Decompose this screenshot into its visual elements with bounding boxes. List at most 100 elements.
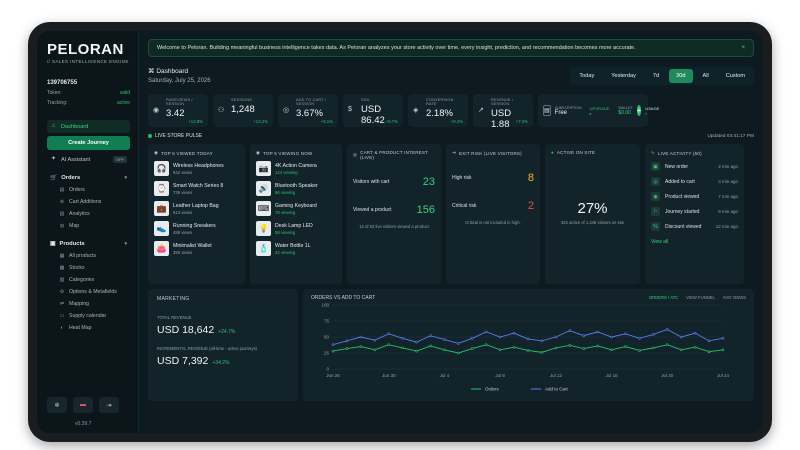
data-point xyxy=(582,347,586,350)
data-point xyxy=(624,332,627,336)
kpi-card[interactable]: ↗ REVENUE / SESSION USD 1.88 +7.2% xyxy=(473,94,533,130)
kpi-card[interactable]: ◉ PAGEVIEWS / SESSION 3.42 +13.8% xyxy=(148,94,208,127)
logout-button[interactable]: ⇥ xyxy=(99,397,119,413)
sidebar-item-all-products[interactable]: ▦ All products xyxy=(47,250,130,262)
product-meta: 78 viewing xyxy=(275,209,296,215)
sidebar-section-orders[interactable]: 🛒 Orders ▾ xyxy=(47,172,130,184)
card-note: 342 active of 1,248 visitors on site xyxy=(560,220,625,225)
plan-value: Free xyxy=(554,109,568,116)
kpi-value: 3.67% xyxy=(296,108,323,119)
add-funds-button[interactable]: + xyxy=(636,105,642,116)
sidebar-item-ai-assistant[interactable]: ✦ AI Assistant OFF xyxy=(47,153,130,166)
sidebar-item-mapping[interactable]: ⇄ Mapping xyxy=(47,298,130,310)
sidebar-item-dashboard[interactable]: ⌂ Dashboard xyxy=(47,120,130,133)
data-point xyxy=(596,344,599,348)
date-range-selector: Today Yesterday 7d 30d All Custom xyxy=(570,67,754,85)
list-item[interactable]: 📷 4K Action Camera 124 viewing xyxy=(256,161,336,176)
sidebar-item-heat-map[interactable]: ◐ Heat Map xyxy=(47,322,130,334)
sidebar-item-analytics[interactable]: ▥ Analytics xyxy=(47,208,130,220)
wallet-label: WALLET xyxy=(618,105,633,110)
activity-item[interactable]: ⚐ Journey started 9 min ago xyxy=(651,207,738,216)
data-point xyxy=(638,349,641,352)
data-point xyxy=(721,348,725,352)
range-yesterday[interactable]: Yesterday xyxy=(611,73,636,79)
sidebar-item-label: Categories xyxy=(69,277,95,283)
list-item[interactable]: ⌚ Smart Watch Series 8 736 views xyxy=(154,181,239,196)
pulse-icon: ∿ xyxy=(651,150,655,155)
tab-view-funnel[interactable]: VIEW FUNNEL xyxy=(686,295,715,300)
critical-risk: Critical risk 2 xyxy=(452,200,534,212)
tracking-status: Tracking: active xyxy=(47,100,130,106)
sidebar-item-options[interactable]: ⚙ Options & Metafields xyxy=(47,286,130,298)
wallet-value: $0.00 xyxy=(618,109,631,116)
list-item[interactable]: 🔊 Bluetooth Speaker 96 viewing xyxy=(256,181,336,196)
data-point xyxy=(387,343,391,346)
kpi-delta: +13.4% xyxy=(253,119,268,124)
activity-time: 3 min ago xyxy=(718,179,738,184)
data-point xyxy=(568,344,572,347)
token-label: Token: xyxy=(47,90,62,96)
app-screen: PELORAN // SALES INTELLIGENCE ENGINE 139… xyxy=(37,31,763,433)
card-title: ⇥ EXIT RISK (LIVE VISITORS) xyxy=(452,150,522,156)
sidebar-item-orders[interactable]: ▤ Orders xyxy=(47,184,130,196)
data-point xyxy=(582,334,586,338)
range-today[interactable]: Today xyxy=(579,73,595,79)
metric-value: 8 xyxy=(527,172,534,184)
sidebar-item-categories[interactable]: ▨ Categories xyxy=(47,274,130,286)
metric-label: Critical risk xyxy=(452,203,477,209)
map-pin-icon: ◍ xyxy=(59,223,65,229)
sidebar-section-products[interactable]: ▣ Products ▾ xyxy=(47,238,130,250)
kpi-card[interactable]: ◈ CONVERSION RATE 2.18% +9.2% xyxy=(408,94,468,127)
ai-toggle[interactable]: OFF xyxy=(113,156,127,163)
activity-item[interactable]: ▣ New order 2 min ago xyxy=(651,162,738,171)
product-meta: 58 viewing xyxy=(275,229,296,235)
range-all[interactable]: All xyxy=(702,73,709,79)
sidebar-item-stocks[interactable]: ▩ Stocks xyxy=(47,262,130,274)
legend-label: Add to Cart xyxy=(545,387,569,392)
data-point xyxy=(693,345,697,349)
list-item[interactable]: ⌨ Gaming Keyboard 78 viewing xyxy=(256,201,336,216)
list-item[interactable]: 🎧 Wireless Headphones 842 views xyxy=(154,161,239,176)
product-thumbnail: ⌨ xyxy=(256,201,271,216)
cart-icon: ◎ xyxy=(283,107,290,114)
data-point xyxy=(498,348,502,352)
usage-link[interactable]: USAGE › xyxy=(645,105,660,116)
list-item[interactable]: 💼 Leather Laptop Bag 613 views xyxy=(154,201,239,216)
create-journey-button[interactable]: Create Journey xyxy=(47,136,130,150)
sidebar-footer: ✲ ▬ ⇥ xyxy=(47,397,119,413)
list-item[interactable]: 👛 Minimalist Wallet 395 views xyxy=(154,241,239,256)
activity-item[interactable]: % Discount viewed 12 min ago xyxy=(651,222,738,231)
kpi-value: 1,248 xyxy=(231,104,255,115)
data-point xyxy=(470,347,474,350)
brand-logo[interactable]: PELORAN xyxy=(47,41,124,58)
x-tick-label: Jul 4 xyxy=(440,373,450,378)
list-item[interactable]: 🧴 Water Bottle 1L 42 viewing xyxy=(256,241,336,256)
product-meta: 96 viewing xyxy=(275,189,296,195)
y-tick-label: 50 xyxy=(324,335,330,340)
card-note: Critical is not included in high. xyxy=(465,220,521,225)
kpi-card[interactable]: ◎ ADD TO CART / SESSION 3.67% +6.1% xyxy=(278,94,338,127)
list-item[interactable]: 💡 Desk Lamp LED 58 viewing xyxy=(256,221,336,236)
activity-item[interactable]: ◎ Added to cart 3 min ago xyxy=(651,177,738,186)
range-7d[interactable]: 7d xyxy=(652,73,660,79)
settings-button[interactable]: ✲ xyxy=(47,397,67,413)
data-point xyxy=(373,338,377,342)
data-point xyxy=(331,349,335,353)
tab-avg-views[interactable]: AVG VIEWS xyxy=(722,295,746,300)
range-30d[interactable]: 30d xyxy=(669,69,693,83)
tab-orders-atc[interactable]: ORDERS / ATC xyxy=(648,295,679,300)
list-item[interactable]: 👟 Running Sneakers 488 views xyxy=(154,221,239,236)
sidebar-item-supply-calendar[interactable]: ▭ Supply calendar xyxy=(47,310,130,322)
upgrade-link[interactable]: UPGRADE ▸ xyxy=(589,105,610,116)
kpi-label: REVENUE / SESSION xyxy=(491,98,514,106)
sidebar-item-cart-additions[interactable]: ⊕ Cart Additions xyxy=(47,196,130,208)
close-icon[interactable]: × xyxy=(741,45,745,51)
kpi-card[interactable]: ⚇ SESSIONS 1,248 +13.4% xyxy=(213,94,273,127)
kpi-card[interactable]: $ SOV USD 86.42 +6.7% xyxy=(343,94,403,127)
language-button[interactable]: ▬ xyxy=(73,397,93,413)
heat-icon: ◐ xyxy=(60,325,64,331)
sidebar-item-map[interactable]: ◍ Map xyxy=(47,220,130,232)
view-all-link[interactable]: View all xyxy=(651,239,669,245)
range-custom[interactable]: Custom xyxy=(725,73,745,79)
activity-item[interactable]: ◉ Product viewed 7 min ago xyxy=(651,192,738,201)
